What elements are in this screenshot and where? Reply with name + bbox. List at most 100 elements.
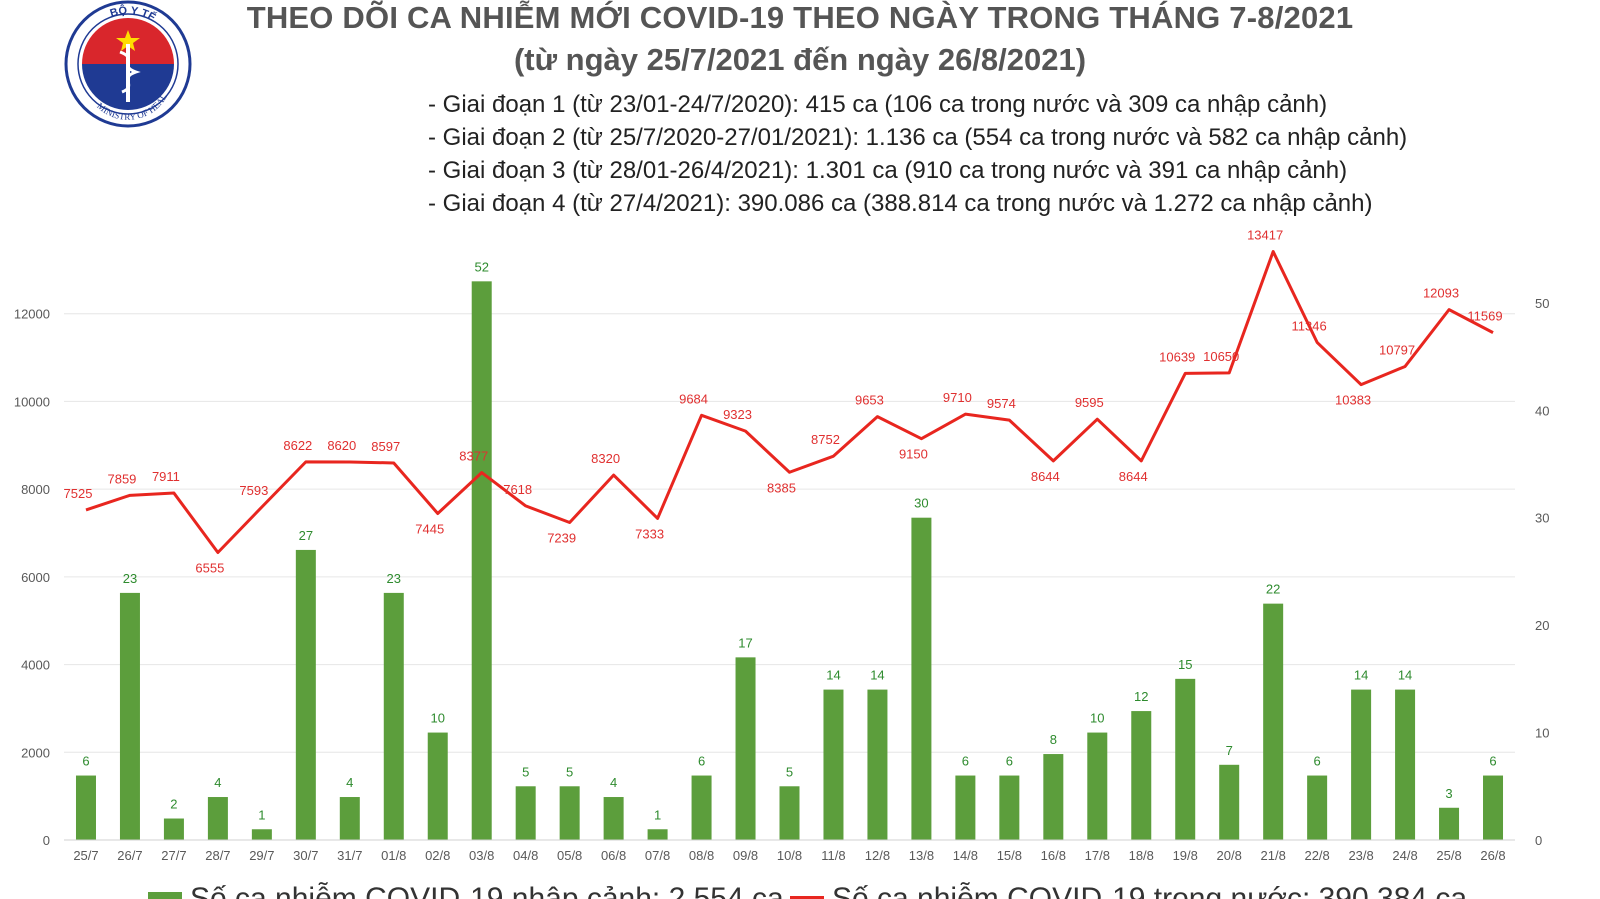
- domestic-value-label: 11569: [1467, 309, 1502, 324]
- imported-bar: [1483, 775, 1504, 840]
- legend-label-imported: Số ca nhiễm COVID-19 nhập cảnh: 2.554 ca: [190, 882, 784, 899]
- x-tick-label: 01/8: [381, 848, 406, 863]
- domestic-value-label: 7445: [415, 521, 444, 536]
- imported-bar-label: 1: [258, 807, 265, 822]
- x-tick-label: 08/8: [689, 848, 714, 863]
- imported-bar: [603, 797, 624, 840]
- domestic-value-label: 11346: [1292, 318, 1327, 333]
- x-tick-label: 26/8: [1480, 848, 1505, 863]
- imported-bar-label: 14: [1354, 668, 1368, 683]
- imported-bar-label: 22: [1266, 582, 1280, 597]
- left-tick-label: 6000: [21, 570, 50, 585]
- legend-swatch-domestic: [790, 896, 824, 899]
- legend-item-imported: Số ca nhiễm COVID-19 nhập cảnh: 2.554 ca: [148, 880, 784, 899]
- imported-bar-label: 6: [82, 754, 89, 769]
- x-tick-label: 05/8: [557, 848, 582, 863]
- imported-bar-label: 23: [123, 571, 137, 586]
- left-axis: 0 2000 4000 6000 8000 10000 12000: [14, 307, 50, 848]
- phase-1-summary: - Giai đoạn 1 (từ 23/01-24/7/2020): 415 …: [428, 91, 1328, 118]
- x-tick-label: 18/8: [1129, 848, 1154, 863]
- x-tick-label: 13/8: [909, 848, 934, 863]
- x-tick-label: 20/8: [1217, 848, 1242, 863]
- imported-bar: [1131, 711, 1152, 840]
- x-tick-label: 03/8: [469, 848, 494, 863]
- imported-bar: [251, 829, 272, 840]
- domestic-value-label: 8620: [327, 438, 356, 453]
- imported-bar: [1395, 689, 1416, 840]
- domestic-value-label: 7911: [152, 469, 180, 484]
- imported-bar: [691, 775, 712, 840]
- domestic-value-label: 8377: [459, 449, 488, 464]
- x-tick-label: 15/8: [997, 848, 1022, 863]
- imported-bar: [1219, 764, 1240, 840]
- imported-bar-label: 4: [214, 775, 221, 790]
- legend-item-domestic: Số ca nhiễm COVID-19 trong nước: 390.384…: [790, 880, 1467, 899]
- domestic-value-label: 10383: [1335, 393, 1371, 408]
- imported-bar: [207, 797, 228, 840]
- x-tick-label: 14/8: [953, 848, 978, 863]
- x-tick-label: 06/8: [601, 848, 626, 863]
- domestic-value-label: 7618: [503, 482, 532, 497]
- domestic-value-label: 10650: [1203, 349, 1239, 364]
- domestic-value-label: 8752: [811, 432, 840, 447]
- x-tick-label: 25/7: [73, 848, 98, 863]
- imported-bar: [119, 592, 140, 840]
- x-tick-label: 21/8: [1261, 848, 1286, 863]
- domestic-value-label: 7239: [547, 531, 576, 546]
- x-tick-label: 12/8: [865, 848, 890, 863]
- right-tick-label: 30: [1535, 511, 1549, 526]
- right-tick-label: 40: [1535, 403, 1549, 418]
- imported-bar-label: 6: [1006, 754, 1013, 769]
- imported-bar-label: 17: [738, 635, 752, 650]
- x-tick-label: 22/8: [1304, 848, 1329, 863]
- legend-label-domestic: Số ca nhiễm COVID-19 trong nước: 390.384…: [832, 882, 1468, 899]
- imported-bar: [559, 786, 580, 840]
- imported-bar: [163, 818, 184, 840]
- imported-bar: [1043, 754, 1064, 840]
- imported-bar: [911, 517, 932, 840]
- right-tick-label: 50: [1535, 296, 1549, 311]
- x-tick-label: 09/8: [733, 848, 758, 863]
- domestic-value-label: 7333: [635, 526, 664, 541]
- domestic-value-label: 12093: [1423, 286, 1459, 301]
- domestic-value-label: 8385: [767, 480, 796, 495]
- x-tick-label: 10/8: [777, 848, 802, 863]
- imported-bar-label: 6: [962, 754, 969, 769]
- domestic-value-label: 9595: [1075, 395, 1104, 410]
- domestic-value-label: 7525: [64, 486, 93, 501]
- imported-bar-label: 5: [522, 764, 529, 779]
- imported-bar-label: 1: [654, 807, 661, 822]
- right-axis: 0 10 20 30 40 50: [1535, 296, 1549, 848]
- domestic-value-label: 9150: [899, 447, 928, 462]
- imported-bar-label: 23: [387, 571, 401, 586]
- domestic-value-label: 8597: [371, 439, 400, 454]
- imported-bar-label: 10: [431, 711, 445, 726]
- domestic-value-label: 7593: [239, 483, 268, 498]
- x-tick-label: 23/8: [1348, 848, 1373, 863]
- phase-summary-list: - Giai đoạn 1 (từ 23/01-24/7/2020): 415 …: [428, 88, 1407, 220]
- x-tick-label: 19/8: [1173, 848, 1198, 863]
- imported-bar: [823, 689, 844, 840]
- imported-bar-label: 30: [914, 496, 928, 511]
- legend: Số ca nhiễm COVID-19 nhập cảnh: 2.554 ca…: [0, 880, 1600, 899]
- x-tick-label: 16/8: [1041, 848, 1066, 863]
- imported-bar-label: 14: [1398, 668, 1412, 683]
- imported-bar-label: 6: [1489, 754, 1496, 769]
- imported-bar-label: 14: [870, 668, 884, 683]
- imported-bar: [1175, 678, 1196, 840]
- imported-bar: [515, 786, 536, 840]
- imported-bar: [339, 797, 360, 840]
- imported-bar: [999, 775, 1020, 840]
- imported-bar: [1351, 689, 1372, 840]
- legend-swatch-imported: [148, 892, 182, 899]
- domestic-value-label: 9574: [987, 396, 1016, 411]
- phase-4-summary: - Giai đoạn 4 (từ 27/4/2021): 390.086 ca…: [428, 190, 1373, 217]
- x-tick-label: 29/7: [249, 848, 274, 863]
- x-tick-label: 30/7: [293, 848, 318, 863]
- imported-bar: [955, 775, 976, 840]
- imported-bar-label: 10: [1090, 711, 1104, 726]
- left-tick-label: 2000: [21, 745, 50, 760]
- imported-bar-label: 12: [1134, 689, 1148, 704]
- x-tick-label: 26/7: [117, 848, 142, 863]
